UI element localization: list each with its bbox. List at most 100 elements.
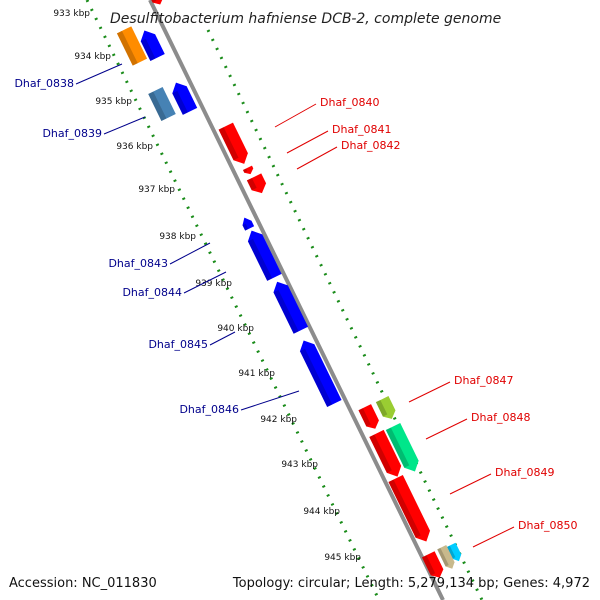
gene-arrow-0849[interactable]	[364, 463, 458, 557]
gene-body	[388, 475, 431, 542]
tick-label: 936 kbp	[116, 142, 153, 152]
gene-body	[446, 542, 462, 562]
gene-shadow	[150, 0, 157, 3]
gene-label-0843[interactable]: Dhaf_0843	[108, 257, 168, 270]
leader-line	[408, 381, 451, 403]
gene-arrow-orange[interactable]	[108, 22, 156, 70]
gene-arrow-0844[interactable]	[228, 219, 298, 289]
gene-body	[140, 30, 165, 61]
tick-label: 937 kbp	[138, 185, 175, 195]
gene-arrow-0850[interactable]	[443, 541, 467, 565]
leader-line	[449, 473, 492, 495]
gene-shadow	[358, 408, 371, 427]
gene-shadow	[422, 555, 436, 576]
gene-body	[358, 404, 379, 429]
tick-track-line	[85, 0, 381, 600]
gene-arrow-bottom-red[interactable]	[417, 549, 452, 584]
leader-line	[183, 271, 227, 294]
leader-line	[169, 242, 211, 265]
map-title: Desulfitobacterium hafniense DCB-2, comp…	[110, 11, 501, 27]
gene-shadow	[242, 168, 248, 173]
gene-label-0841[interactable]: Dhaf_0841	[332, 123, 392, 136]
gene-arrow-0846[interactable]	[272, 325, 366, 419]
leader-line	[472, 526, 515, 548]
gene-label-0840[interactable]: Dhaf_0840	[320, 96, 380, 109]
gene-body	[375, 396, 396, 419]
gene-label-0846[interactable]: Dhaf_0846	[179, 403, 239, 416]
gene-shadow	[375, 400, 388, 417]
tick-label: 944 kbp	[303, 507, 340, 517]
gene-arrow-steel[interactable]	[142, 84, 182, 124]
gene-arrow-0847r[interactable]	[354, 402, 386, 434]
leader-line	[75, 63, 123, 85]
tick-label: 938 kbp	[159, 232, 196, 242]
gene-shadow	[242, 223, 249, 231]
gene-body	[437, 545, 455, 569]
gene-label-0845[interactable]: Dhaf_0845	[148, 338, 208, 351]
accession-text: Accession: NC_011830	[9, 576, 157, 591]
gene-label-0848[interactable]: Dhaf_0848	[471, 411, 531, 424]
gene-label-0850[interactable]: Dhaf_0850	[518, 519, 578, 532]
plus-strand-track	[206, 29, 484, 600]
genome-backbone	[148, 0, 445, 600]
gene-shadow	[388, 479, 421, 538]
gene-arrow-0841[interactable]	[242, 164, 255, 177]
gene-shadow	[140, 38, 156, 61]
gene-arrow-blue-a[interactable]	[131, 24, 171, 64]
tick-label: 933 kbp	[53, 9, 90, 19]
gene-arrow-0847[interactable]	[372, 394, 401, 423]
gene-label-0847[interactable]: Dhaf_0847	[454, 374, 514, 387]
gene-arrow-0840[interactable]	[207, 117, 263, 173]
label-group: Dhaf_0838 Dhaf_0839 Dhaf_0840 Dhaf_0841 Dhaf…	[14, 77, 577, 532]
tick-label: 945 kbp	[324, 553, 361, 563]
gene-body	[116, 26, 148, 66]
gene-label-orange[interactable]: Dhaf_0838	[14, 77, 74, 90]
tick-label: 939 kbp	[195, 279, 232, 289]
gene-arrow-blue-b[interactable]	[162, 76, 205, 119]
gene-shadow	[247, 238, 273, 281]
gene-body	[242, 217, 255, 231]
leader-line	[296, 146, 338, 170]
leader-line	[103, 116, 146, 135]
gene-body	[148, 87, 176, 121]
gene-body	[247, 230, 282, 281]
gene-arrow-0848r[interactable]	[355, 423, 419, 487]
gene-arrow-tan[interactable]	[431, 542, 463, 574]
gene-body	[369, 429, 402, 477]
gene-arrow-0842[interactable]	[246, 173, 270, 197]
gene-shadow	[385, 427, 410, 468]
leader-group	[75, 63, 515, 548]
gene-label-0844[interactable]: Dhaf_0844	[122, 286, 182, 299]
gene-label-steel[interactable]: Dhaf_0839	[42, 127, 102, 140]
tick-label: 943 kbp	[281, 460, 318, 470]
gene-body	[299, 340, 342, 407]
gene-arrow-0843[interactable]	[239, 215, 255, 231]
gene-shadow	[116, 30, 138, 66]
tick-label: 935 kbp	[95, 97, 132, 107]
tick-label: 940 kbp	[217, 324, 254, 334]
gene-shadow	[246, 177, 257, 191]
leader-line	[425, 418, 468, 440]
gene-shadow	[148, 91, 167, 121]
tick-label: 941 kbp	[238, 369, 275, 379]
gene-arrow-top-red[interactable]	[150, 0, 166, 8]
tick-group: 933 kbp 934 kbp 935 kbp 936 kbp 937 kbp 938 k…	[53, 9, 361, 563]
leader-line	[209, 331, 236, 346]
gene-body	[242, 165, 254, 175]
tick-label: 934 kbp	[74, 52, 111, 62]
gene-body	[246, 173, 267, 194]
topology-text: Topology: circular; Length: 5,279,134 bp…	[232, 576, 590, 591]
gene-body	[273, 281, 309, 334]
leader-line	[286, 130, 329, 154]
gene-label-0842[interactable]: Dhaf_0842	[341, 139, 401, 152]
gene-shadow	[218, 127, 239, 161]
gene-body	[150, 0, 164, 5]
tick-label: 942 kbp	[260, 415, 297, 425]
gene-arrow-0845[interactable]	[253, 270, 325, 342]
gene-shadow	[172, 90, 188, 115]
gene-arrow-0848[interactable]	[371, 416, 438, 483]
gene-label-0849[interactable]: Dhaf_0849	[495, 466, 555, 479]
gene-shadow	[369, 434, 392, 473]
